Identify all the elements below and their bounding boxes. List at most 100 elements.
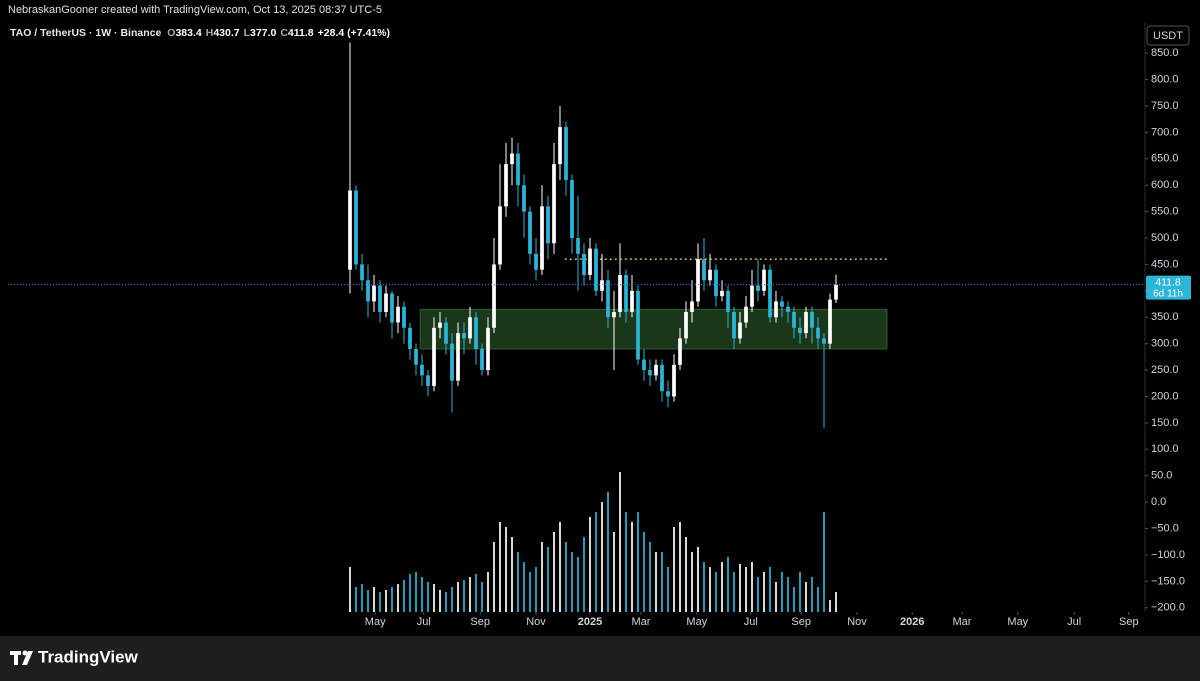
- candle-body: [702, 259, 706, 281]
- y-tick-label: 850.0: [1151, 47, 1179, 59]
- volume-bar: [595, 512, 597, 612]
- y-tick-label: −50.0: [1151, 522, 1179, 534]
- candle-body: [366, 280, 370, 302]
- logo-part: [22, 650, 28, 656]
- volume-bar: [721, 562, 723, 612]
- volume-bar: [505, 527, 507, 612]
- candle-body: [768, 269, 772, 318]
- volume-bar: [637, 512, 639, 612]
- candle-body: [474, 317, 478, 349]
- candle-body: [480, 348, 484, 371]
- x-tick-label: Sep: [791, 616, 811, 628]
- candle-body: [744, 306, 748, 323]
- x-tick-label: Mar: [953, 616, 972, 628]
- volume-bar: [487, 572, 489, 612]
- candle-body: [486, 327, 490, 371]
- y-tick-label: 600.0: [1151, 179, 1179, 191]
- volume-bar: [469, 577, 471, 612]
- volume-bar: [367, 590, 369, 612]
- candle-body: [606, 280, 610, 318]
- volume-bar: [787, 577, 789, 612]
- volume-bar: [643, 532, 645, 612]
- volume-bar: [433, 584, 435, 612]
- volume-bar: [763, 572, 765, 612]
- y-tick-label: 300.0: [1151, 338, 1179, 350]
- legend-value: 383.4: [175, 27, 201, 39]
- candle-body: [642, 359, 646, 371]
- candle-body: [552, 164, 556, 244]
- x-tick-label: 2025: [578, 616, 602, 628]
- candle-body: [720, 290, 724, 297]
- candle-body: [432, 327, 436, 386]
- candle-body: [378, 285, 382, 312]
- x-tick-label: May: [1007, 616, 1028, 628]
- volume-bar: [667, 567, 669, 612]
- volume-bar: [607, 492, 609, 612]
- symbol: TAO / TetherUS · 1W · Binance: [10, 27, 161, 39]
- volume-bar: [379, 592, 381, 612]
- candle-body: [492, 264, 496, 328]
- legend-key: C: [280, 27, 288, 39]
- candle-body: [498, 206, 502, 265]
- x-tick-label: Mar: [632, 616, 651, 628]
- legend-value: 377.0: [250, 27, 276, 39]
- support-zone: [419, 308, 888, 350]
- volume-bar: [481, 582, 483, 612]
- candle-body: [762, 269, 766, 291]
- volume-bar: [805, 582, 807, 612]
- volume-bar: [649, 542, 651, 612]
- candle-body: [726, 290, 730, 312]
- brand-logo: [10, 650, 33, 665]
- candle-body: [666, 391, 670, 397]
- candle-body: [804, 311, 808, 334]
- volume-bar: [715, 572, 717, 612]
- volume-bar: [457, 582, 459, 612]
- y-tick-label: −150.0: [1151, 575, 1185, 587]
- candle-body: [510, 153, 514, 165]
- y-tick-label: 50.0: [1151, 470, 1172, 482]
- volume-bar: [571, 552, 573, 612]
- candle-body: [558, 127, 562, 165]
- candle-body: [438, 322, 442, 328]
- volume-bar: [523, 562, 525, 612]
- candle-body: [348, 190, 352, 270]
- volume-bar: [709, 567, 711, 612]
- volume-bar: [493, 542, 495, 612]
- change: +28.4 (+7.41%): [318, 27, 390, 39]
- candle-body: [546, 206, 550, 244]
- candle-body: [732, 311, 736, 339]
- price-badge: [1146, 275, 1191, 300]
- volume-bar: [817, 587, 819, 612]
- x-tick-label: 2026: [900, 616, 924, 628]
- candle-body: [582, 253, 586, 276]
- brand: TradingView: [38, 647, 139, 666]
- y-tick-label: 100.0: [1151, 443, 1179, 455]
- y-tick-label: 350.0: [1151, 311, 1179, 323]
- y-tick-label: 200.0: [1151, 390, 1179, 402]
- candle-body: [828, 299, 832, 344]
- volume-bar: [439, 590, 441, 612]
- x-tick-label: Sep: [1119, 616, 1139, 628]
- candle-body: [396, 306, 400, 323]
- candle-body: [612, 311, 616, 318]
- candle-body: [426, 375, 430, 386]
- candle-body: [750, 285, 754, 307]
- x-tick-label: Jul: [1067, 616, 1081, 628]
- volume-bar: [739, 564, 741, 612]
- volume-bar: [625, 512, 627, 612]
- candle-body: [672, 364, 676, 397]
- candle-body: [594, 248, 598, 291]
- volume-bar: [601, 502, 603, 612]
- candle-body: [534, 253, 538, 270]
- x-tick-label: May: [686, 616, 707, 628]
- volume-bar: [409, 574, 411, 612]
- x-tick-label: Jul: [417, 616, 431, 628]
- candle-body: [822, 338, 826, 344]
- volume-bar: [679, 522, 681, 612]
- volume-bar: [757, 577, 759, 612]
- volume-bar: [811, 577, 813, 612]
- logo-part: [22, 651, 33, 665]
- legend-key: H: [206, 27, 214, 39]
- candle-body: [372, 285, 376, 302]
